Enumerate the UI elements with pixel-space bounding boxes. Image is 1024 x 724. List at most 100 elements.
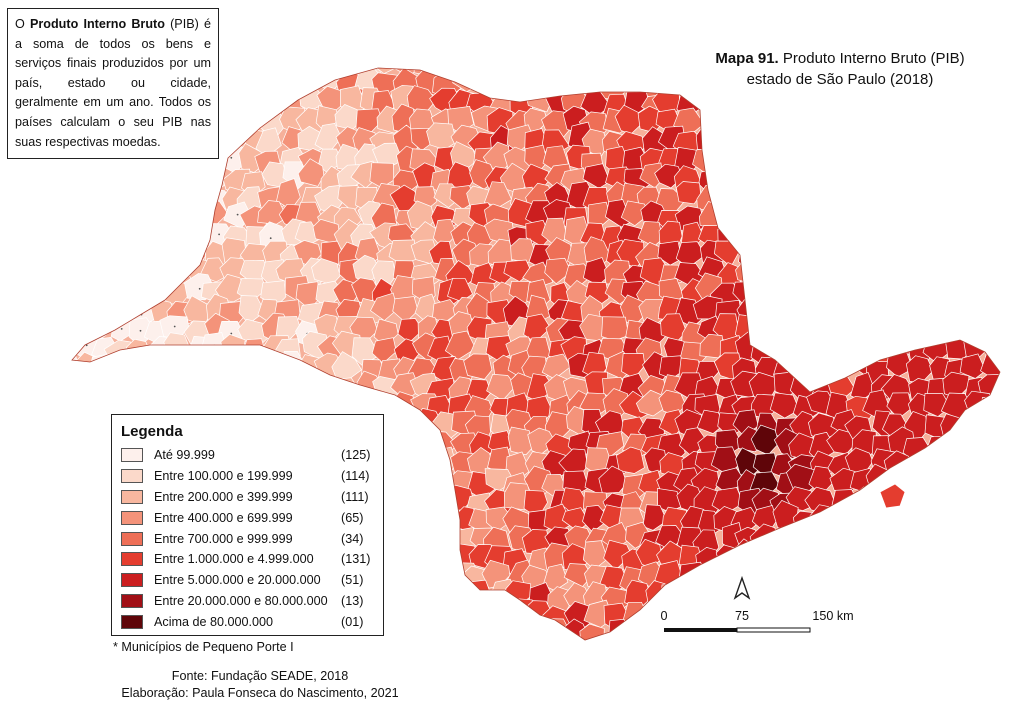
municipality bbox=[919, 637, 951, 640]
municipality bbox=[940, 413, 971, 444]
municipality bbox=[184, 356, 212, 385]
municipality bbox=[620, 68, 645, 73]
municipality bbox=[927, 491, 956, 521]
municipality bbox=[963, 469, 991, 497]
small-municipality-marker bbox=[82, 578, 84, 581]
legend-label: Entre 5.000.000 e 20.000.000 bbox=[154, 573, 321, 588]
municipality bbox=[601, 316, 630, 341]
municipality bbox=[93, 298, 119, 328]
municipality bbox=[510, 238, 538, 263]
municipality bbox=[794, 123, 823, 153]
small-municipality-marker bbox=[139, 329, 142, 332]
municipality bbox=[72, 489, 101, 518]
municipality bbox=[755, 317, 779, 347]
municipality bbox=[829, 106, 857, 137]
legend: Legenda Até 99.999 (125) Entre 100.000 e 1… bbox=[111, 414, 384, 636]
municipality bbox=[72, 259, 83, 285]
municipality bbox=[463, 353, 493, 380]
municipality bbox=[236, 68, 269, 96]
municipality bbox=[960, 184, 990, 208]
municipality bbox=[927, 559, 955, 589]
municipality bbox=[984, 492, 1000, 520]
small-municipality-marker bbox=[116, 175, 119, 178]
municipality bbox=[850, 265, 878, 293]
municipality bbox=[748, 204, 779, 230]
municipality bbox=[866, 585, 895, 612]
municipality bbox=[74, 256, 104, 284]
municipality bbox=[696, 638, 725, 640]
municipality bbox=[244, 373, 270, 404]
municipality bbox=[790, 643, 817, 673]
municipality bbox=[72, 512, 76, 540]
municipality bbox=[845, 223, 875, 254]
municipality bbox=[580, 68, 610, 76]
municipality bbox=[599, 640, 622, 666]
small-municipality-marker bbox=[63, 290, 65, 292]
municipality bbox=[387, 484, 415, 513]
municipality bbox=[622, 68, 647, 96]
municipality bbox=[676, 603, 703, 632]
municipality bbox=[939, 469, 969, 497]
municipality bbox=[863, 165, 893, 193]
small-municipality-marker bbox=[65, 365, 67, 367]
municipality bbox=[943, 578, 970, 605]
municipality bbox=[924, 188, 952, 215]
municipality bbox=[868, 109, 899, 136]
small-municipality-marker bbox=[85, 344, 88, 347]
municipality bbox=[142, 259, 173, 286]
municipality bbox=[641, 643, 669, 672]
municipality bbox=[72, 221, 98, 251]
municipality bbox=[412, 639, 441, 640]
small-municipality-marker bbox=[251, 79, 254, 82]
municipality bbox=[86, 188, 116, 214]
small-municipality-marker bbox=[235, 402, 238, 405]
municipality bbox=[543, 68, 571, 76]
municipality bbox=[73, 297, 101, 326]
municipality bbox=[410, 546, 439, 575]
municipality bbox=[828, 262, 859, 292]
municipality bbox=[866, 508, 893, 537]
municipality bbox=[926, 242, 956, 267]
municipality bbox=[964, 258, 994, 291]
municipality bbox=[792, 165, 820, 191]
municipality bbox=[845, 105, 876, 132]
legend-count: (114) bbox=[341, 469, 370, 484]
small-municipality-marker bbox=[66, 576, 68, 578]
municipality bbox=[905, 584, 935, 611]
municipality bbox=[72, 637, 94, 640]
municipality bbox=[128, 275, 159, 306]
municipality bbox=[72, 542, 77, 570]
municipality bbox=[957, 510, 985, 537]
municipality bbox=[392, 543, 420, 570]
municipality bbox=[181, 370, 211, 402]
small-municipality-marker bbox=[104, 426, 107, 429]
municipality bbox=[941, 105, 972, 132]
municipality bbox=[848, 338, 879, 367]
municipality bbox=[389, 468, 417, 496]
municipality bbox=[395, 583, 424, 611]
municipality bbox=[675, 181, 702, 205]
municipality bbox=[104, 162, 130, 191]
legend-swatch bbox=[121, 469, 143, 484]
municipality bbox=[903, 91, 930, 121]
municipality bbox=[398, 619, 426, 640]
municipality bbox=[411, 489, 440, 516]
municipality bbox=[939, 284, 971, 312]
municipality bbox=[756, 544, 781, 572]
credits: Fonte: Fundação SEADE, 2018 Elaboração: … bbox=[80, 668, 440, 702]
municipality bbox=[769, 105, 795, 134]
municipality bbox=[713, 87, 741, 116]
municipality bbox=[940, 620, 970, 640]
municipality bbox=[466, 68, 493, 78]
municipality bbox=[427, 620, 457, 640]
legend-swatch bbox=[121, 448, 143, 463]
legend-label: Entre 100.000 e 199.999 bbox=[154, 469, 293, 484]
municipality bbox=[906, 465, 933, 494]
small-municipality-marker bbox=[84, 328, 87, 331]
municipality bbox=[790, 580, 818, 608]
map-title-line2: estado de São Paulo (2018) bbox=[746, 71, 934, 88]
municipality bbox=[751, 221, 783, 253]
municipality bbox=[184, 205, 211, 234]
small-municipality-marker bbox=[84, 311, 87, 313]
municipality bbox=[616, 446, 645, 474]
